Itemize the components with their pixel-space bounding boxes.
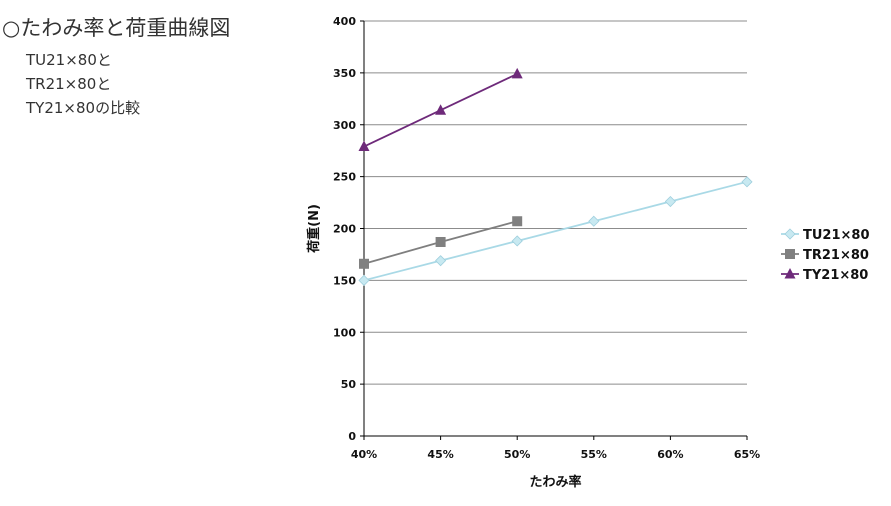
data-point xyxy=(588,215,600,227)
data-point xyxy=(358,274,370,286)
y-tick-label: 350 xyxy=(333,67,356,80)
data-point xyxy=(664,195,676,208)
x-tick-label: 50% xyxy=(504,448,530,461)
y-tick-label: 300 xyxy=(333,119,356,132)
subtitle-line: TY21×80の比較 xyxy=(26,99,141,117)
legend-label: TY21×80 xyxy=(803,268,868,283)
subtitle-line: TU21×80と xyxy=(26,51,112,69)
legend-label: TU21×80 xyxy=(803,228,870,243)
comparison-subtitle: TU21×80と TR21×80と TY21×80の比較 xyxy=(26,48,140,120)
legend-marker xyxy=(784,268,796,279)
data-point xyxy=(741,176,753,188)
data-point xyxy=(359,258,369,269)
data-point xyxy=(511,67,523,79)
data-point xyxy=(435,236,446,247)
subtitle-line: TR21×80と xyxy=(26,75,112,93)
data-point xyxy=(435,255,447,267)
y-tick-label: 200 xyxy=(333,223,356,236)
x-tick-label: 65% xyxy=(734,448,760,461)
page-title: ○たわみ率と荷重曲線図 xyxy=(2,16,231,40)
y-tick-label: 400 xyxy=(333,15,356,28)
legend-marker xyxy=(784,228,796,240)
y-tick-label: 100 xyxy=(333,326,356,339)
data-point xyxy=(435,104,447,115)
data-point xyxy=(511,235,523,247)
data-point xyxy=(358,140,370,152)
y-tick-label: 150 xyxy=(333,274,356,287)
legend-label: TR21×80 xyxy=(803,248,869,263)
x-tick-label: 55% xyxy=(581,448,607,461)
x-tick-label: 45% xyxy=(427,448,453,461)
y-tick-label: 0 xyxy=(348,430,356,443)
y-axis-title: 荷重(N) xyxy=(306,204,322,254)
legend-marker xyxy=(785,249,795,259)
x-tick-label: 60% xyxy=(657,448,683,461)
x-axis-title: たわみ率 xyxy=(529,474,581,490)
y-tick-label: 250 xyxy=(333,171,356,184)
y-tick-label: 50 xyxy=(341,378,357,391)
x-tick-label: 40% xyxy=(351,448,377,461)
data-point xyxy=(512,216,523,227)
series-line xyxy=(363,180,748,282)
